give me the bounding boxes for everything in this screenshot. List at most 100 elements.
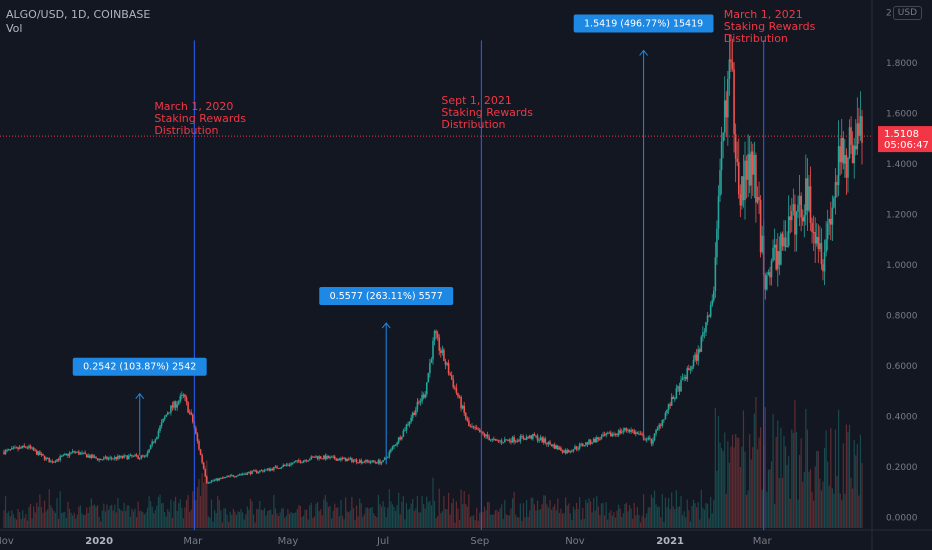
volume-bar <box>86 507 88 528</box>
volume-bar <box>727 441 729 528</box>
volume-bar <box>232 508 234 528</box>
candle-body <box>581 443 584 446</box>
candle-body <box>32 447 35 451</box>
candle-body <box>653 433 656 441</box>
volume-bar <box>128 505 130 528</box>
measure-box[interactable] <box>319 287 454 306</box>
volume-bar <box>644 517 646 528</box>
candle-body <box>714 257 717 291</box>
volume-bar <box>774 503 776 528</box>
volume-bar <box>131 508 133 528</box>
candle-body <box>801 217 804 222</box>
candle-body <box>221 477 224 479</box>
candle-body <box>717 195 720 229</box>
volume-bar <box>279 512 281 528</box>
candle-body <box>298 460 300 462</box>
candle-body <box>355 459 358 463</box>
candle-body <box>678 386 681 392</box>
candle-body <box>73 451 75 453</box>
candle-body <box>564 450 567 454</box>
currency-label[interactable]: USD <box>892 6 922 20</box>
volume-bar <box>221 522 223 528</box>
candle-body <box>277 468 280 470</box>
candle-body <box>518 440 520 442</box>
volume-bar <box>190 509 192 528</box>
volume-bar <box>784 446 787 528</box>
symbol-title: ALGO/USD, 1D, COINBASE <box>6 8 151 21</box>
volume-bar <box>783 435 785 528</box>
volume-bar <box>61 512 63 528</box>
volume-bar <box>151 506 153 528</box>
candle-body <box>201 454 203 463</box>
volume-bar <box>699 519 701 528</box>
candle-body <box>60 455 63 457</box>
volume-bar <box>223 508 225 528</box>
candle-body <box>599 438 601 440</box>
volume-bar <box>154 510 156 528</box>
volume-bar <box>332 510 334 528</box>
volume-bar <box>348 512 350 528</box>
volume-bar <box>733 447 735 528</box>
volume-bar <box>471 515 473 528</box>
candle-body <box>238 474 241 476</box>
volume-bar <box>315 503 317 528</box>
candle-body <box>371 460 373 463</box>
candle-body <box>809 186 812 223</box>
candle-body <box>656 427 659 430</box>
candle-body <box>307 460 309 462</box>
candle-body <box>260 470 263 472</box>
volume-bar <box>608 512 610 528</box>
candle-body <box>561 450 564 453</box>
candle-body <box>18 447 21 450</box>
volume-bar <box>697 502 699 528</box>
volume-bar <box>858 495 860 528</box>
volume-bar <box>370 507 372 528</box>
candle-body <box>519 436 522 442</box>
volume-bar <box>148 496 150 528</box>
candle-body <box>51 461 54 463</box>
candle-body <box>703 331 706 333</box>
volume-bar <box>409 508 411 528</box>
candle-body <box>683 377 685 379</box>
candle-body <box>301 462 303 464</box>
volume-bar <box>610 510 612 528</box>
candle-body <box>321 458 324 460</box>
candle-body <box>96 458 99 461</box>
volume-bar <box>855 455 857 528</box>
volume-bar <box>335 507 337 528</box>
volume-bar <box>220 510 222 528</box>
candle-body <box>566 449 568 454</box>
measure-box[interactable] <box>573 14 714 33</box>
volume-bar <box>780 427 782 528</box>
candle-body <box>310 456 313 460</box>
candle-body <box>844 155 846 164</box>
volume-bar <box>691 505 693 528</box>
volume-bar <box>281 508 283 528</box>
volume-bar <box>416 496 418 528</box>
volume-bar <box>103 503 105 528</box>
volume-bar <box>652 497 654 528</box>
measure-box[interactable] <box>72 357 207 376</box>
measure-arrow <box>135 392 145 400</box>
volume-bar <box>823 447 826 528</box>
volume-bar <box>546 504 548 528</box>
candle-body <box>756 196 759 203</box>
candle-body <box>761 235 763 253</box>
volume-bar <box>201 473 203 528</box>
candle-body <box>577 448 579 450</box>
candle-body <box>639 433 642 435</box>
candle-body <box>858 123 860 136</box>
candle-body <box>56 459 58 462</box>
volume-bar <box>653 490 656 528</box>
candle-body <box>812 232 815 234</box>
candle-body <box>825 239 827 253</box>
candle-body <box>224 476 227 478</box>
candle-body <box>636 432 639 434</box>
candle-body <box>536 435 539 441</box>
candle-body <box>285 464 288 466</box>
candle-body <box>558 447 561 450</box>
candle-body <box>240 474 242 476</box>
volume-bar <box>366 507 369 528</box>
volume-bar <box>212 521 214 528</box>
